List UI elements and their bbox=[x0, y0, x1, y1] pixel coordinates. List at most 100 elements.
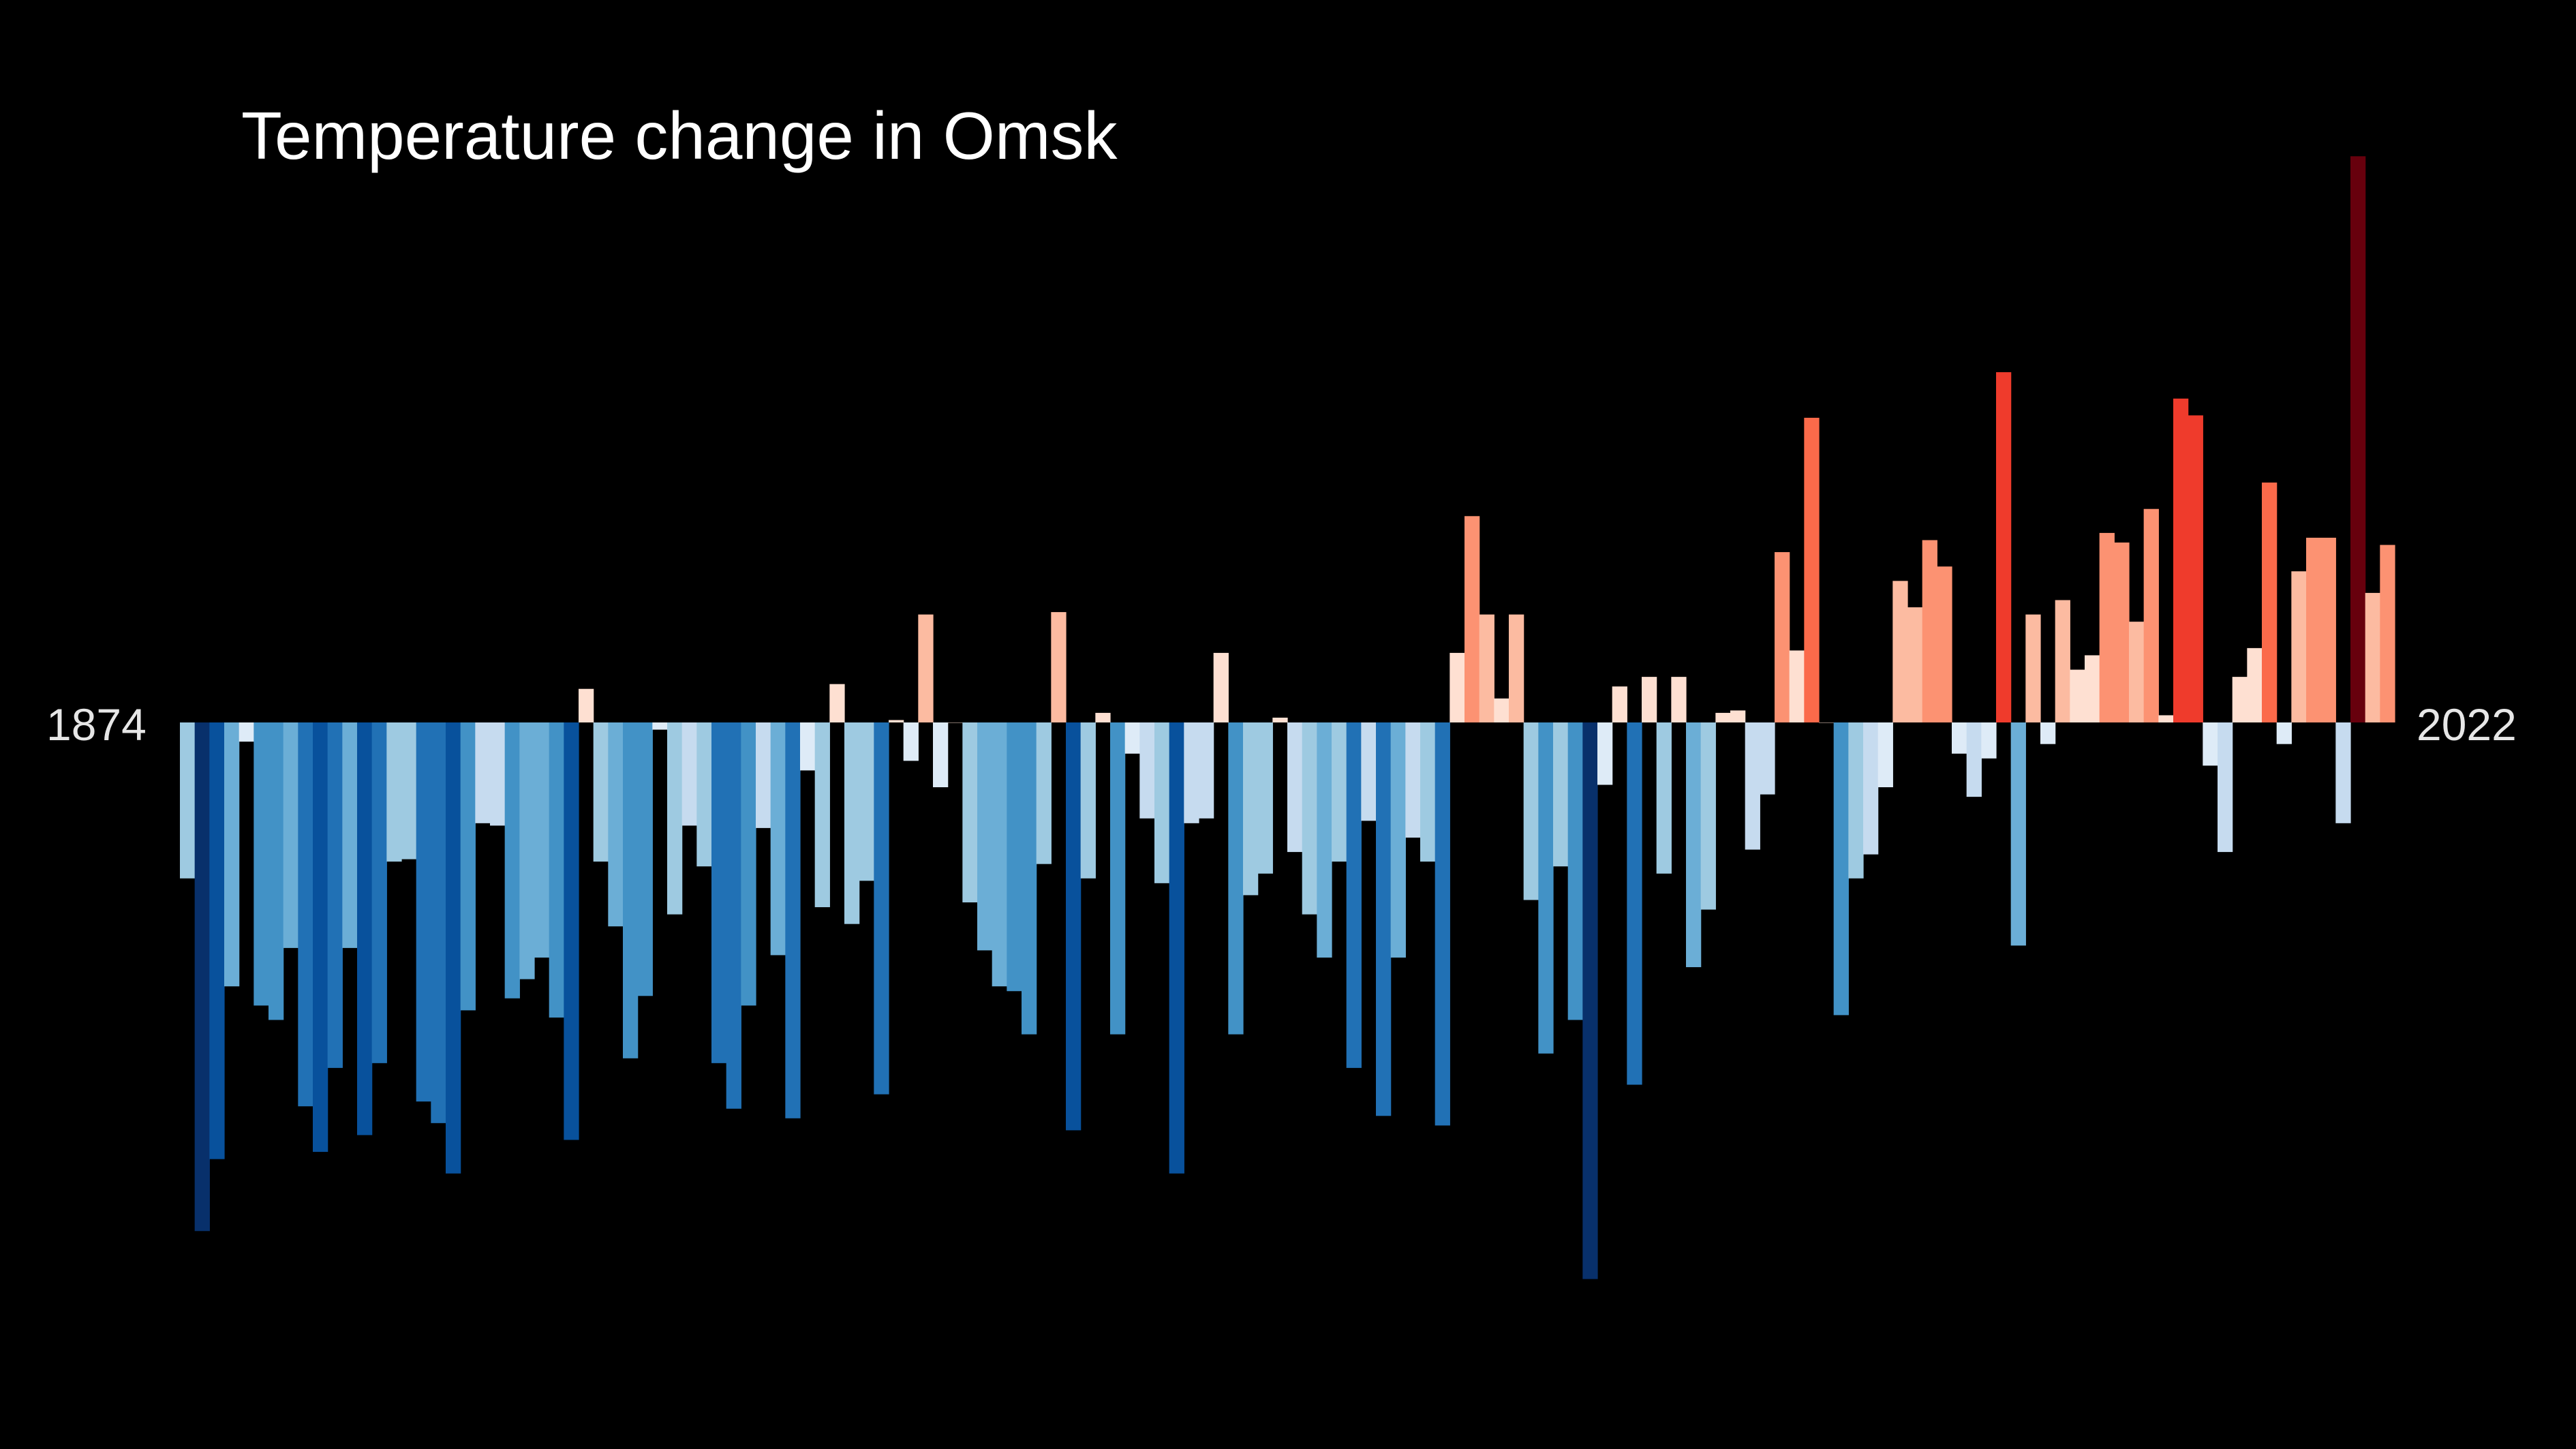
bar-1908 bbox=[681, 722, 697, 826]
bar-2009 bbox=[2173, 398, 2189, 722]
bar-2022 bbox=[2365, 592, 2380, 722]
bar-1985 bbox=[1819, 722, 1835, 723]
bar-1960 bbox=[1450, 652, 1465, 722]
bar-1962 bbox=[1479, 614, 1494, 722]
bar-1951 bbox=[1317, 722, 1332, 958]
bar-1894 bbox=[475, 722, 491, 823]
chart-title: Temperature change in Omsk bbox=[241, 98, 1118, 173]
bar-1952 bbox=[1332, 722, 1347, 862]
bar-1943 bbox=[1199, 722, 1214, 819]
bar-1932 bbox=[1036, 722, 1052, 864]
bar-1974 bbox=[1656, 722, 1672, 874]
bar-1999 bbox=[2025, 614, 2041, 722]
bar-1942 bbox=[1184, 722, 1199, 823]
bar-2007 bbox=[2143, 508, 2159, 722]
bar-1886 bbox=[357, 722, 373, 1135]
bar-1987 bbox=[1848, 722, 1864, 879]
bar-1969 bbox=[1582, 722, 1598, 1279]
bar-1955 bbox=[1376, 722, 1392, 1116]
bar-1916 bbox=[800, 722, 816, 771]
bar-1891 bbox=[431, 722, 446, 1123]
bar-2015 bbox=[2262, 483, 2278, 722]
bar-1874 bbox=[180, 722, 196, 879]
end-year-label: 2022 bbox=[2417, 699, 2517, 750]
bar-1893 bbox=[460, 722, 476, 1011]
bar-1978 bbox=[1715, 712, 1731, 722]
bar-1973 bbox=[1642, 677, 1657, 722]
bar-1941 bbox=[1169, 722, 1184, 1174]
bar-1934 bbox=[1066, 722, 1082, 1131]
bar-2013 bbox=[2232, 677, 2248, 722]
bar-2004 bbox=[2099, 532, 2115, 722]
bar-1957 bbox=[1405, 722, 1421, 838]
bar-1940 bbox=[1154, 722, 1170, 883]
bar-1949 bbox=[1287, 722, 1303, 853]
bar-1902 bbox=[593, 722, 609, 862]
bar-1920 bbox=[859, 722, 874, 881]
bar-1967 bbox=[1553, 722, 1569, 867]
bar-1968 bbox=[1567, 722, 1583, 1020]
bar-1929 bbox=[992, 722, 1007, 987]
bar-1933 bbox=[1051, 612, 1067, 722]
bar-1903 bbox=[608, 722, 624, 927]
bar-1976 bbox=[1686, 722, 1702, 968]
bar-1876 bbox=[209, 722, 225, 1159]
bar-1884 bbox=[327, 722, 343, 1068]
bar-1914 bbox=[770, 722, 786, 956]
bar-1972 bbox=[1627, 722, 1642, 1085]
bar-1993 bbox=[1937, 566, 1952, 722]
bar-1947 bbox=[1257, 722, 1273, 874]
bar-1878 bbox=[239, 722, 254, 742]
bar-1975 bbox=[1671, 677, 1687, 722]
bar-1979 bbox=[1730, 710, 1746, 722]
bar-1945 bbox=[1228, 722, 1244, 1035]
bar-1898 bbox=[534, 722, 550, 958]
bar-1907 bbox=[667, 722, 683, 915]
bar-2019 bbox=[2320, 537, 2336, 722]
bar-1879 bbox=[254, 722, 269, 1006]
bar-1970 bbox=[1597, 722, 1613, 785]
bar-1928 bbox=[977, 722, 993, 951]
bar-1910 bbox=[711, 722, 727, 1063]
bar-1956 bbox=[1390, 722, 1406, 958]
bar-1913 bbox=[756, 722, 771, 828]
bar-1944 bbox=[1213, 652, 1229, 722]
bar-1925 bbox=[933, 722, 949, 788]
bar-1895 bbox=[490, 722, 506, 826]
bar-1980 bbox=[1745, 722, 1760, 850]
bar-1892 bbox=[446, 722, 461, 1174]
bar-1988 bbox=[1863, 722, 1879, 855]
bar-1930 bbox=[1007, 722, 1022, 992]
bar-1889 bbox=[401, 722, 417, 859]
bar-1931 bbox=[1022, 722, 1037, 1035]
bar-1953 bbox=[1346, 722, 1362, 1068]
bar-1911 bbox=[726, 722, 741, 1109]
bar-1918 bbox=[829, 684, 845, 722]
bar-1990 bbox=[1892, 581, 1908, 722]
bar-1948 bbox=[1272, 717, 1288, 722]
bar-2020 bbox=[2335, 722, 2351, 823]
bar-undefined bbox=[2380, 545, 2395, 722]
bar-1921 bbox=[874, 722, 889, 1095]
bar-1881 bbox=[283, 722, 298, 948]
bar-2005 bbox=[2114, 543, 2130, 722]
bar-1997 bbox=[1996, 372, 2012, 722]
bar-1912 bbox=[741, 722, 756, 1006]
bar-1936 bbox=[1095, 712, 1111, 722]
bar-1906 bbox=[652, 722, 668, 730]
bar-1996 bbox=[1981, 722, 1997, 759]
bar-2018 bbox=[2306, 537, 2322, 722]
bar-1995 bbox=[1966, 722, 1982, 797]
bar-1982 bbox=[1775, 552, 1790, 722]
bar-1966 bbox=[1538, 722, 1554, 1054]
bar-1954 bbox=[1361, 722, 1377, 821]
bar-2008 bbox=[2158, 715, 2174, 722]
bar-1883 bbox=[313, 722, 328, 1153]
bar-1958 bbox=[1420, 722, 1436, 862]
bar-1917 bbox=[814, 722, 830, 908]
bar-1900 bbox=[564, 722, 579, 1140]
bar-2001 bbox=[2055, 600, 2070, 722]
bar-1984 bbox=[1804, 417, 1820, 722]
